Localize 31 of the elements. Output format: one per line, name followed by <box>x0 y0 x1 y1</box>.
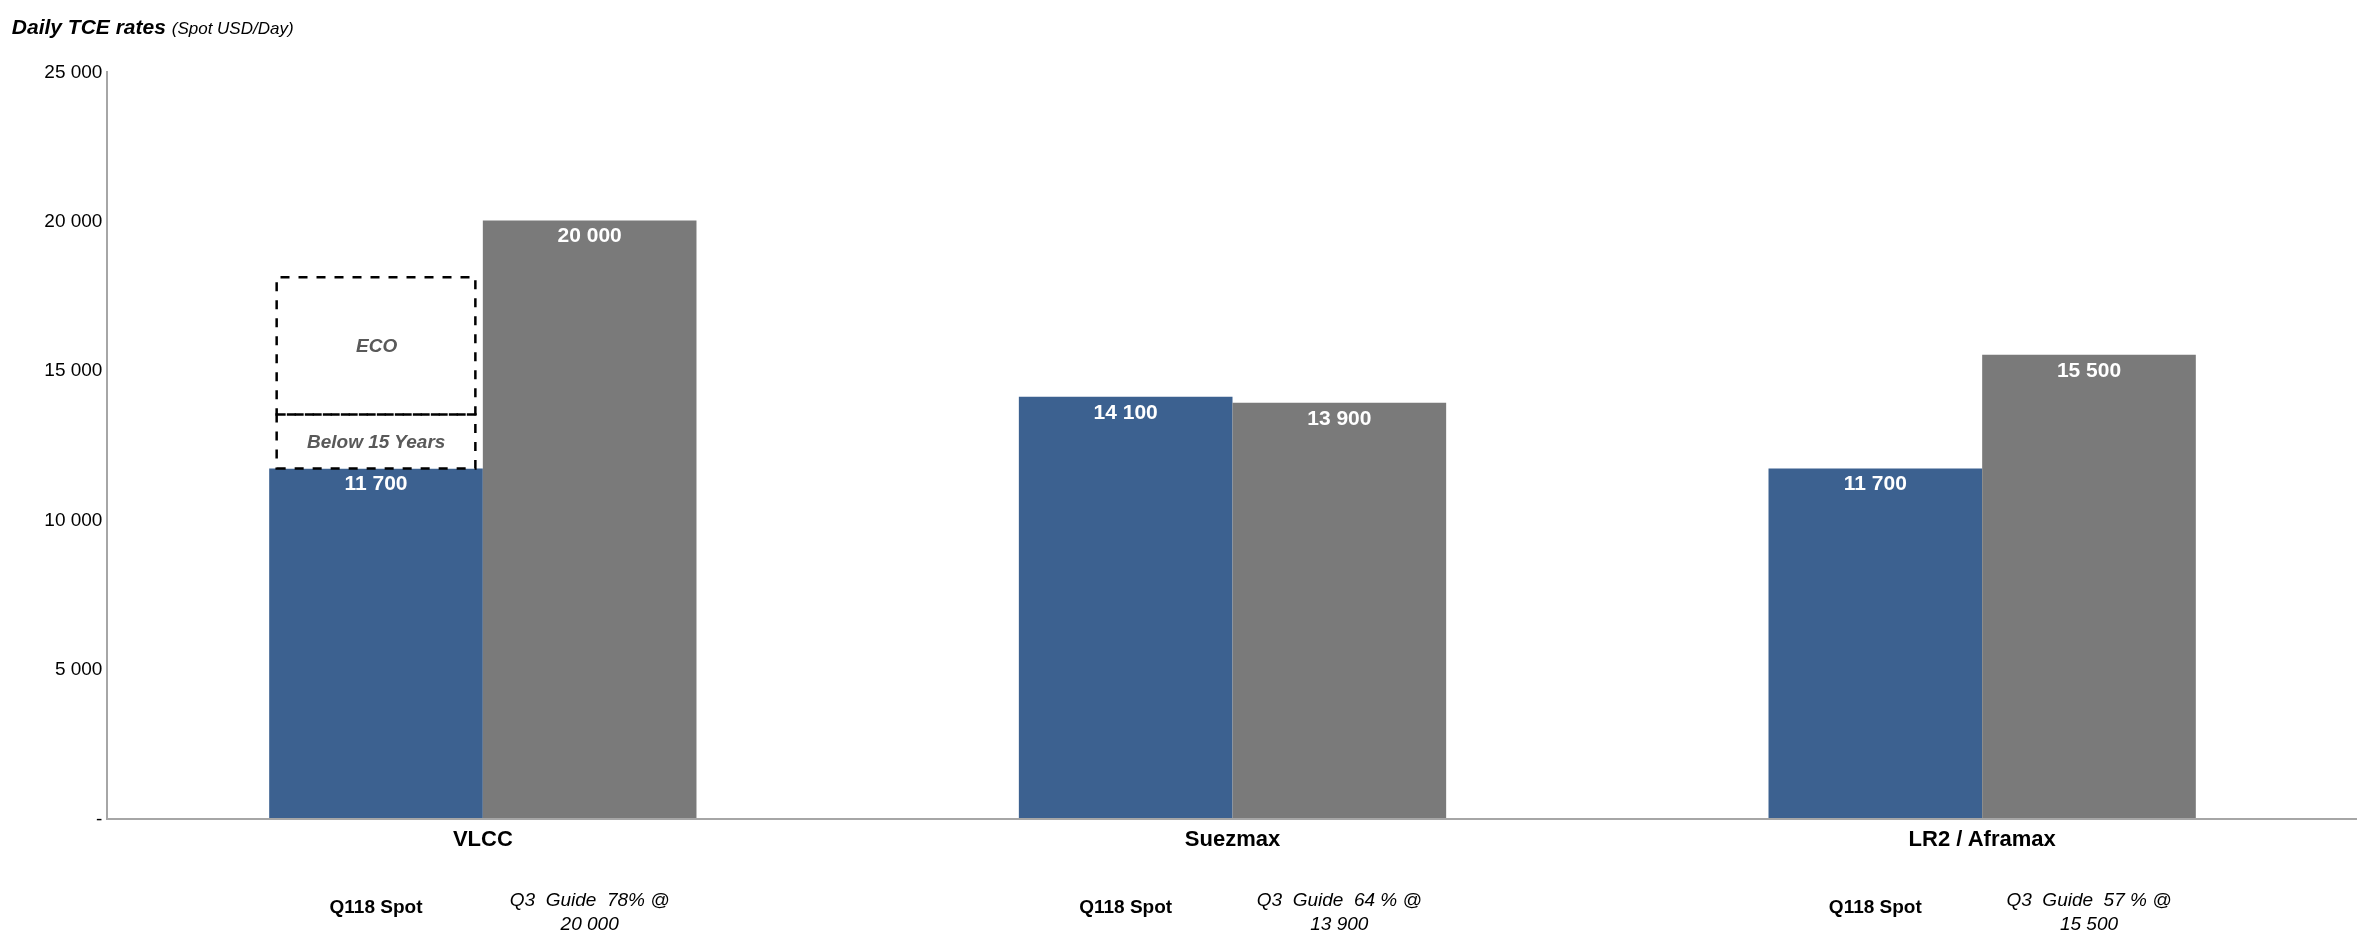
series-label: ECO <box>356 335 398 356</box>
x-tick-label: LR2 / Aframax <box>1908 826 2057 852</box>
y-tick-label: 15 000 <box>44 359 103 381</box>
bar <box>482 220 697 818</box>
text: Q118 Spot <box>1828 895 1922 919</box>
chart-title: Daily TCE rates <box>11 14 166 38</box>
text: Q3 Guide 78% @ 20 000 <box>508 888 671 936</box>
data-label: 14 100 <box>1093 399 1158 423</box>
x-tick-label: VLCC <box>452 826 513 852</box>
y-tick-label: - <box>96 807 103 829</box>
data-label: 11 700 <box>344 471 408 495</box>
text: Q118 Spot <box>329 895 423 919</box>
x-tick-label: Suezmax <box>1184 826 1281 852</box>
data-label: 13 900 <box>1307 405 1372 429</box>
bar <box>1232 402 1447 818</box>
series-label: Below 15 Years <box>307 431 446 452</box>
y-tick-label: 10 000 <box>44 508 103 530</box>
bar <box>1768 468 1983 818</box>
bar <box>269 468 483 818</box>
data-label: 20 000 <box>557 223 622 247</box>
bar <box>1982 354 2196 818</box>
y-tick-label: 20 000 <box>44 210 103 232</box>
chart-subtitle: (Spot USD/Day) <box>171 18 294 38</box>
bar <box>1018 396 1233 818</box>
text: Q3 Guide 57 % @ 15 500 <box>2005 888 2173 936</box>
y-tick-label: 25 000 <box>44 60 103 82</box>
text: Q3 Guide 64 % @ 13 900 <box>1255 888 1423 936</box>
data-label: 11 700 <box>1843 471 1907 495</box>
y-tick-label: 5 000 <box>54 658 103 680</box>
data-label: 15 500 <box>2056 357 2122 381</box>
text: Q118 Spot <box>1079 895 1173 919</box>
